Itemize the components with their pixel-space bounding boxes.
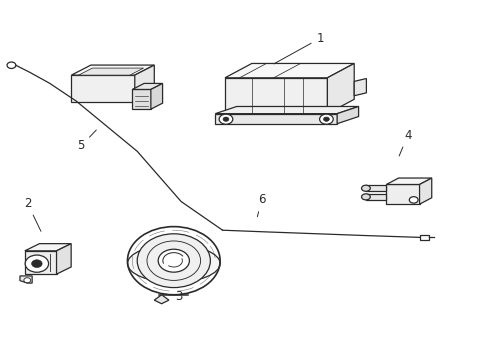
Polygon shape bbox=[365, 194, 386, 200]
Polygon shape bbox=[79, 68, 143, 75]
Polygon shape bbox=[57, 244, 71, 274]
Circle shape bbox=[219, 114, 232, 124]
Text: 3: 3 bbox=[175, 284, 183, 303]
Circle shape bbox=[323, 117, 329, 121]
Text: 4: 4 bbox=[398, 129, 411, 156]
Polygon shape bbox=[365, 185, 386, 191]
Text: 1: 1 bbox=[273, 32, 323, 64]
Ellipse shape bbox=[127, 245, 220, 282]
Polygon shape bbox=[336, 107, 358, 124]
Polygon shape bbox=[20, 276, 32, 283]
Polygon shape bbox=[386, 184, 419, 204]
Polygon shape bbox=[132, 84, 162, 89]
Polygon shape bbox=[71, 65, 154, 75]
Polygon shape bbox=[132, 89, 151, 109]
Text: 2: 2 bbox=[24, 197, 41, 231]
Circle shape bbox=[25, 255, 48, 272]
Circle shape bbox=[137, 234, 210, 288]
Polygon shape bbox=[135, 65, 154, 102]
Polygon shape bbox=[386, 178, 431, 184]
Circle shape bbox=[223, 117, 228, 121]
Circle shape bbox=[32, 260, 42, 267]
Circle shape bbox=[319, 114, 332, 124]
Polygon shape bbox=[419, 234, 428, 239]
Polygon shape bbox=[353, 78, 366, 96]
Circle shape bbox=[408, 197, 417, 203]
Polygon shape bbox=[25, 251, 57, 274]
Text: 5: 5 bbox=[77, 130, 96, 152]
Polygon shape bbox=[224, 63, 353, 78]
Circle shape bbox=[24, 278, 31, 283]
Polygon shape bbox=[215, 107, 358, 114]
Ellipse shape bbox=[361, 194, 369, 200]
Circle shape bbox=[158, 249, 189, 272]
Polygon shape bbox=[151, 84, 162, 109]
Polygon shape bbox=[224, 78, 327, 114]
Ellipse shape bbox=[361, 185, 369, 191]
Polygon shape bbox=[419, 178, 431, 204]
Polygon shape bbox=[71, 75, 135, 102]
Polygon shape bbox=[215, 114, 336, 124]
Polygon shape bbox=[327, 63, 353, 114]
Polygon shape bbox=[154, 295, 168, 304]
Polygon shape bbox=[25, 244, 71, 251]
Text: 6: 6 bbox=[257, 193, 265, 217]
